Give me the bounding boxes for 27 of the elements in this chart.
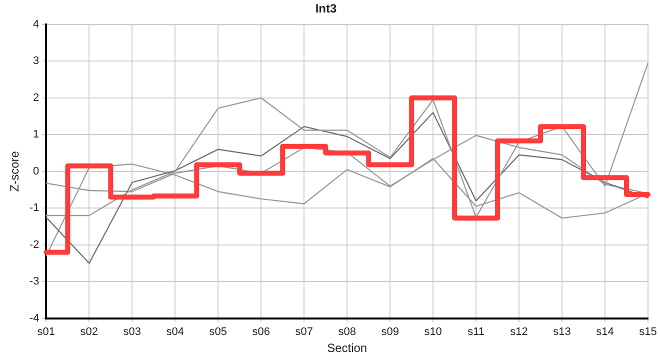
x-tick-label: s06 [252,326,270,338]
x-tick-label: s03 [123,326,142,338]
y-tick-label: 4 [33,18,40,30]
y-tick-label: 1 [33,128,40,141]
y-tick-label: 3 [33,55,40,68]
x-tick-label: s01 [37,326,56,338]
x-tick-label: s09 [381,326,399,338]
x-tick-label: s02 [80,326,98,338]
x-tick-label: s04 [166,326,184,338]
y-tick-label: -4 [29,312,40,324]
x-axis-title: Section [327,341,368,356]
y-tick-label: -2 [29,238,40,251]
x-tick-label: s13 [553,326,571,338]
y-tick-label: 0 [33,165,40,178]
x-tick-label: s07 [295,326,313,338]
x-tick-label: s12 [510,326,528,338]
y-tick-label: 2 [33,92,40,104]
chart-title: Int3 [315,2,337,16]
y-tick-label: -3 [29,276,40,288]
x-tick-label: s11 [468,326,485,338]
x-tick-label: s15 [639,326,657,338]
x-tick-label: s10 [424,326,442,338]
x-tick-label: s05 [209,326,228,338]
x-tick-label: s14 [596,326,614,338]
y-tick-label: -1 [29,202,40,214]
y-axis-title: Z-score [8,150,22,192]
x-tick-label: s08 [338,326,356,338]
